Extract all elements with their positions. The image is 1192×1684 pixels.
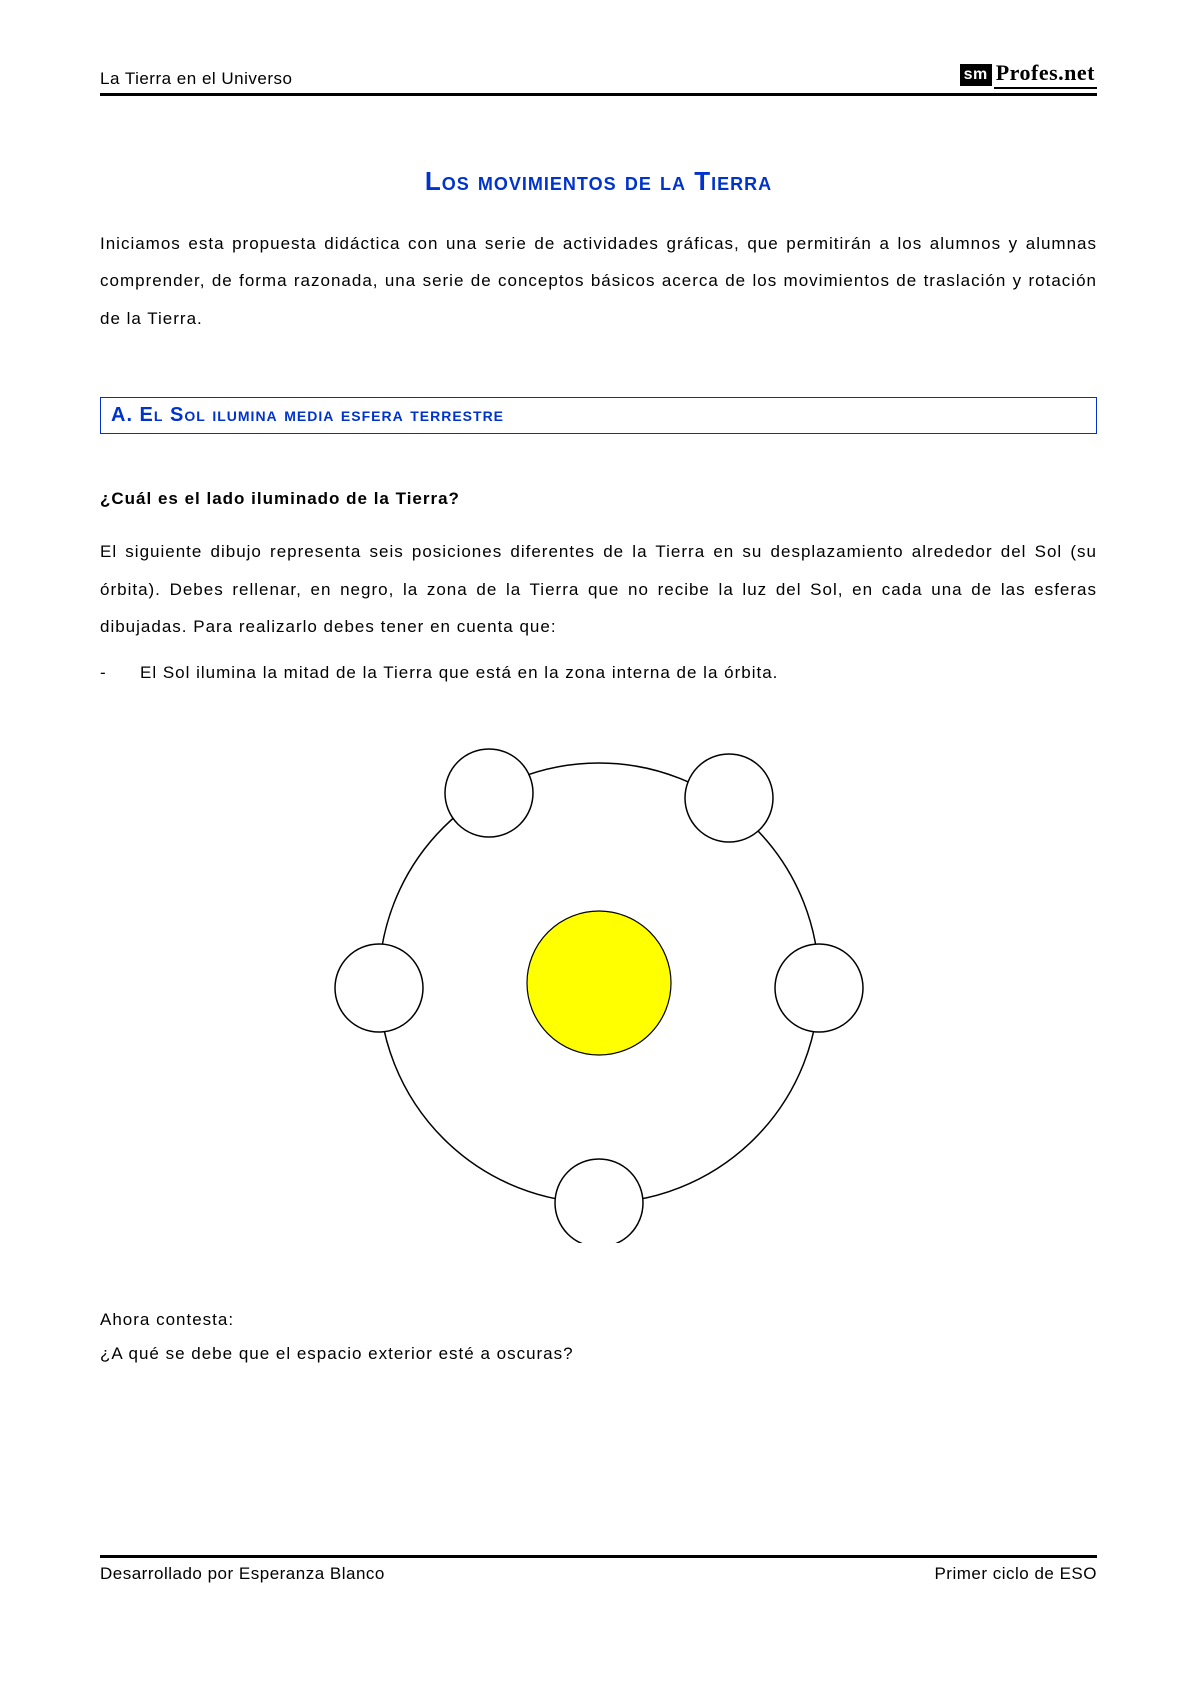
bullet-dash-icon: - [100, 663, 140, 683]
sun [527, 911, 671, 1055]
earth-position-1 [445, 749, 533, 837]
followup-block: Ahora contesta: ¿A qué se debe que el es… [100, 1303, 1097, 1371]
section-heading-box: A. El Sol ilumina media esfera terrestre [100, 397, 1097, 434]
orbit-diagram [100, 723, 1097, 1243]
footer-author: Desarrollado por Esperanza Blanco [100, 1564, 385, 1584]
bullet-item: - El Sol ilumina la mitad de la Tierra q… [100, 663, 1097, 683]
header-breadcrumb: La Tierra en el Universo [100, 69, 292, 89]
page-footer: Desarrollado por Esperanza Blanco Primer… [100, 1555, 1097, 1584]
page-title: Los movimientos de la Tierra [100, 166, 1097, 197]
followup-question: ¿A qué se debe que el espacio exterior e… [100, 1337, 1097, 1371]
earth-position-4 [555, 1159, 643, 1243]
intro-paragraph: Iniciamos esta propuesta didáctica con u… [100, 225, 1097, 337]
page-header: La Tierra en el Universo sm Profes.net [100, 60, 1097, 96]
earth-position-3 [775, 944, 863, 1032]
logo-block: sm [960, 64, 992, 86]
logo-text: Profes.net [994, 60, 1097, 89]
earth-position-2 [685, 754, 773, 842]
site-logo: sm Profes.net [960, 60, 1097, 89]
subheading-question: ¿Cuál es el lado iluminado de la Tierra? [100, 489, 1097, 509]
bullet-text: El Sol ilumina la mitad de la Tierra que… [140, 663, 778, 683]
followup-label: Ahora contesta: [100, 1303, 1097, 1337]
orbit-svg [319, 723, 879, 1243]
footer-level: Primer ciclo de ESO [934, 1564, 1097, 1584]
page: La Tierra en el Universo sm Profes.net L… [0, 0, 1192, 1684]
body-paragraph: El siguiente dibujo representa seis posi… [100, 533, 1097, 645]
earth-position-5 [335, 944, 423, 1032]
section-heading: A. El Sol ilumina media esfera terrestre [111, 404, 1086, 427]
